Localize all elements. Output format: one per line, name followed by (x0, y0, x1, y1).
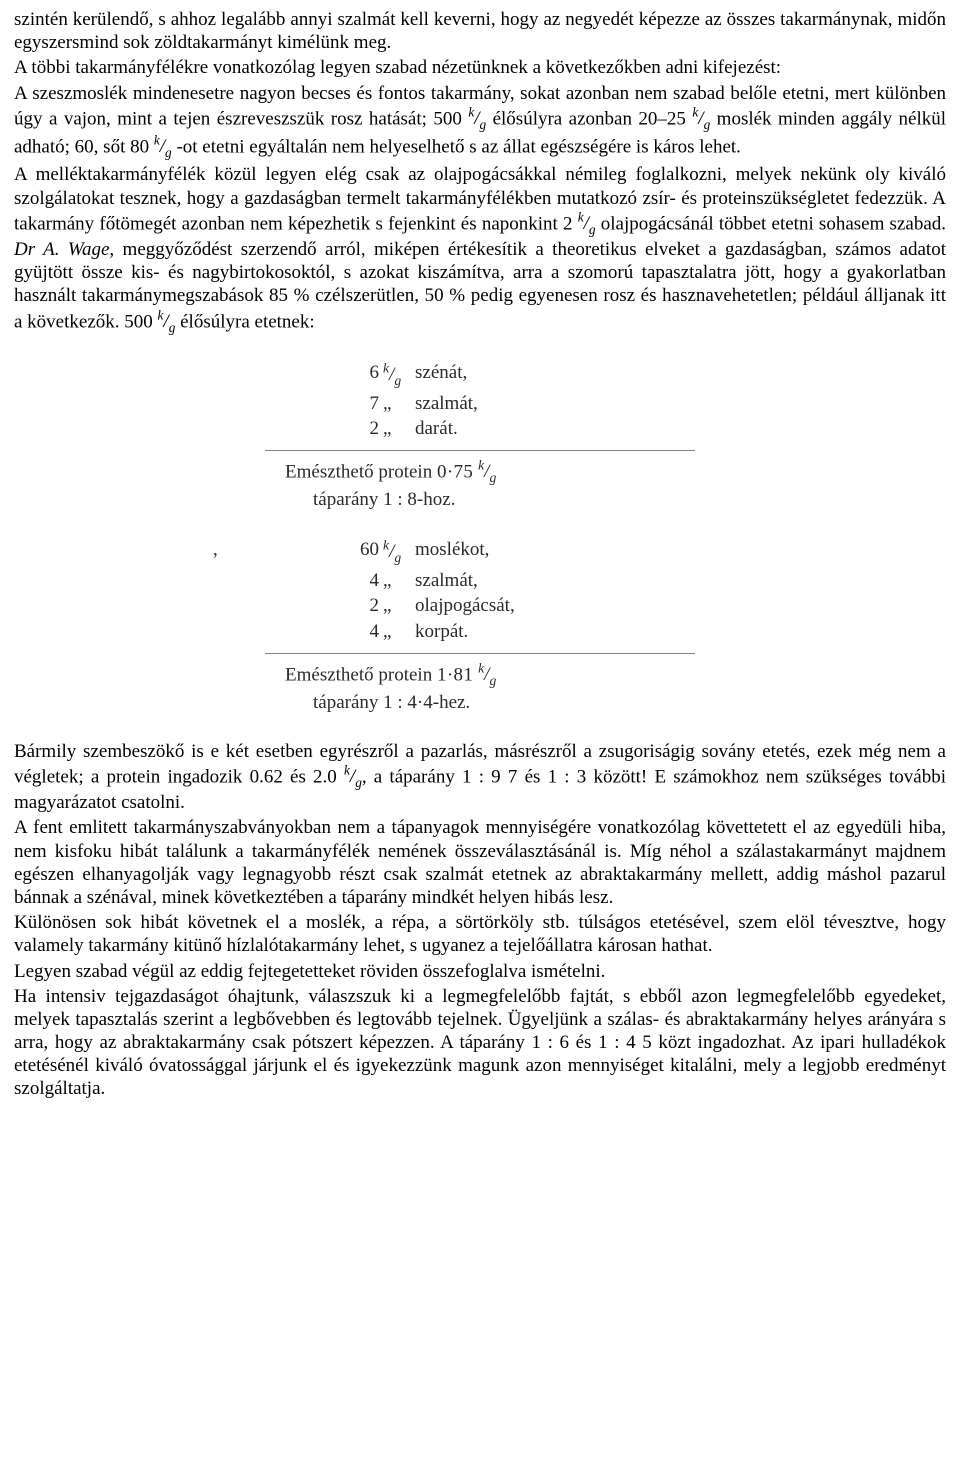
cell-unit: k/g (383, 537, 411, 568)
cell-num: 6 (337, 360, 379, 391)
leading-comma: , (213, 537, 269, 563)
cell-unit: „ (383, 416, 411, 442)
fraction-kg: k/g (578, 213, 596, 234)
paragraph-2a: A többi takarmányfélékre vonatkozólag le… (14, 56, 946, 79)
fraction-kg: k/g (344, 766, 362, 787)
cell-label: olajpogácsát, (415, 593, 695, 619)
fraction-kg: k/g (158, 311, 176, 332)
cell-label: korpát. (415, 619, 695, 645)
horizontal-rule (265, 653, 695, 654)
feed-table-1-rows: 6 k/g szénát, 7 „ szalmát, 2 „ darát. (265, 360, 695, 448)
fraction-kg: k/g (468, 108, 486, 129)
paragraph-7: Legyen szabad végül az eddig fejtegetett… (14, 960, 946, 983)
cell-unit: „ (383, 568, 411, 594)
text-run: élősúlyra azonban 20–25 (486, 108, 692, 129)
paragraph-6: Különösen sok hibát követnek el a moslék… (14, 911, 946, 957)
paragraph-8: Ha intensiv tejgazdaságot óhajtunk, vála… (14, 985, 946, 1101)
feed-table-2: , 60 k/g moslékot, 4 „ szalmát, 2 „ olaj… (265, 537, 695, 716)
cell-label: moslékot, (415, 537, 695, 568)
paragraph-1: szintén kerülendő, s ahhoz legalább anny… (14, 8, 946, 54)
cell-num: 4 (337, 619, 379, 645)
cell-label: darát. (415, 416, 695, 442)
paragraph-2b: A szeszmoslék mindenesetre nagyon becses… (14, 82, 946, 162)
cell-num: 60 (337, 537, 379, 568)
cell-label: szalmát, (415, 391, 695, 417)
cell-unit: „ (383, 391, 411, 417)
text-run: -ot etetni egyáltalán nem helyeselhető s… (172, 136, 741, 157)
cell-num: 2 (337, 593, 379, 619)
fraction-kg: k/g (692, 108, 710, 129)
cell-num: 7 (337, 391, 379, 417)
paragraph-3: A melléktakarmányfélék közül legyen elég… (14, 163, 946, 336)
cell-label: szénát, (415, 360, 695, 391)
cell-label: szalmát, (415, 568, 695, 594)
text-run: élősúlyra etetnek: (175, 311, 314, 332)
paragraph-4: Bármily szembeszökő is e két esetben egy… (14, 740, 946, 815)
paragraph-5: A fent emlitett takarmányszabványokban n… (14, 816, 946, 909)
text-run: meggyőződést szerzendő arról, miképen ér… (14, 239, 946, 332)
cell-unit: „ (383, 619, 411, 645)
fraction-kg: k/g (154, 136, 172, 157)
summary-line: Emészthető protein 1·81 k/g (285, 660, 695, 691)
feed-table-1: 6 k/g szénát, 7 „ szalmát, 2 „ darát. Em… (265, 360, 695, 513)
feed-table-2-rows: 60 k/g moslékot, 4 „ szalmát, 2 „ olajpo… (265, 537, 695, 651)
author-name: Dr A. Wage, (14, 239, 114, 260)
document-page: szintén kerülendő, s ahhoz legalább anny… (0, 0, 960, 1123)
horizontal-rule (265, 450, 695, 451)
feed-table-1-summary: Emészthető protein 0·75 k/g táparány 1 :… (265, 457, 695, 513)
summary-line: táparány 1 : 4·4-hez. (285, 690, 695, 716)
cell-unit: k/g (383, 360, 411, 391)
cell-unit: „ (383, 593, 411, 619)
text-run: olajpogácsánál többet etetni sohasem sza… (596, 213, 946, 234)
cell-num: 4 (337, 568, 379, 594)
cell-num: 2 (337, 416, 379, 442)
feed-table-2-summary: Emészthető protein 1·81 k/g táparány 1 :… (265, 660, 695, 716)
summary-line: táparány 1 : 8-hoz. (285, 487, 695, 513)
summary-line: Emészthető protein 0·75 k/g (285, 457, 695, 488)
